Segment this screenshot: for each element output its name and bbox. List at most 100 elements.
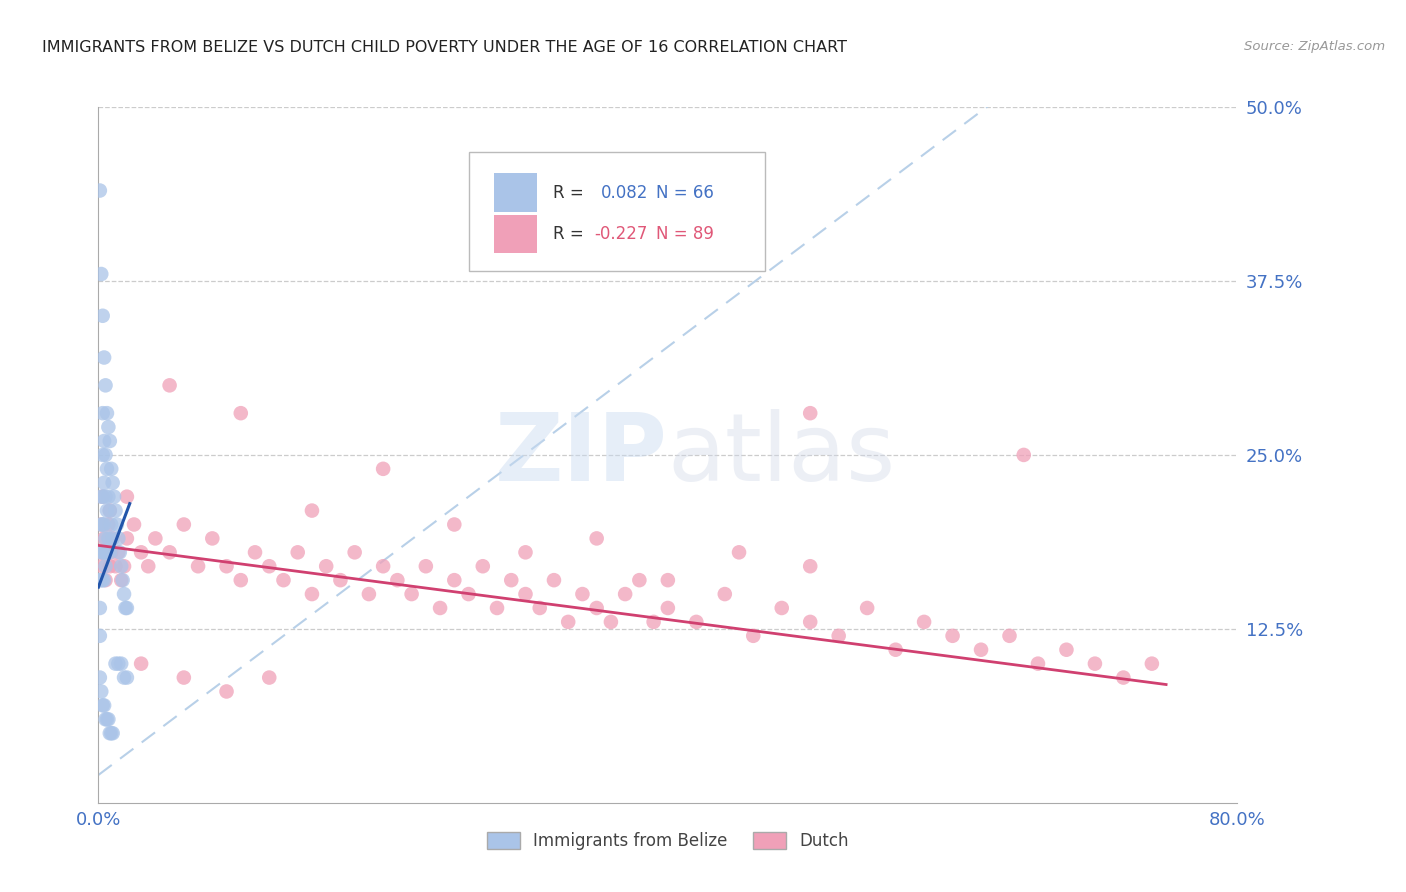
Point [93,475,115,490]
Point [112,587,135,601]
Point [91,559,114,574]
Point [112,559,135,574]
Point [1026,657,1049,671]
Point [110,657,132,671]
Point [94,532,117,546]
Point [107,545,129,559]
Point [96,545,118,559]
Point [643,615,665,629]
Point [94,448,117,462]
Point [273,573,295,587]
Point [112,671,135,685]
Point [173,517,195,532]
Point [89,671,111,685]
Text: -0.227: -0.227 [593,226,647,244]
Point [357,587,380,601]
Point [107,657,129,671]
Point [91,517,114,532]
Point [91,406,114,420]
Point [657,601,679,615]
Point [93,434,115,448]
Point [91,698,114,713]
Point [329,573,352,587]
Point [770,601,793,615]
Point [1056,642,1078,657]
Point [90,517,112,532]
Point [90,490,112,504]
Point [486,601,509,615]
Point [104,559,127,574]
Point [1112,671,1135,685]
Point [401,587,423,601]
Point [94,573,117,587]
Point [884,642,907,657]
Point [429,601,451,615]
Point [115,532,138,546]
Point [91,490,114,504]
Point [100,726,122,740]
Point [110,559,132,574]
Text: N = 66: N = 66 [657,184,714,202]
Point [108,545,131,559]
Point [229,406,252,420]
Point [97,712,120,726]
Point [90,545,112,559]
Point [799,559,821,574]
Point [799,615,821,629]
Point [600,615,623,629]
Point [229,573,252,587]
Point [728,545,751,559]
Point [443,517,465,532]
Point [201,532,224,546]
Point [111,573,134,587]
Point [98,545,121,559]
Point [187,559,209,574]
Point [115,601,138,615]
Point [89,601,111,615]
Text: ZIP: ZIP [495,409,668,501]
Point [215,684,238,698]
Point [93,698,115,713]
Point [96,462,118,476]
Point [96,545,118,559]
Point [104,503,127,517]
Point [93,573,115,587]
Point [94,490,117,504]
Point [443,573,465,587]
Point [91,309,114,323]
Point [1012,448,1035,462]
Point [122,517,145,532]
Point [942,629,965,643]
Point [89,545,111,559]
Point [90,573,112,587]
Point [912,615,935,629]
Point [89,573,111,587]
Point [159,545,181,559]
Point [173,671,195,685]
Text: R =: R = [553,184,589,202]
Point [89,184,111,198]
Point [105,517,128,532]
Point [93,517,115,532]
Legend: Immigrants from Belize, Dutch: Immigrants from Belize, Dutch [479,826,856,857]
Point [91,448,114,462]
Point [628,573,651,587]
Point [799,406,821,420]
Point [515,587,537,601]
Point [301,587,323,601]
Point [98,726,121,740]
Point [1140,657,1163,671]
Text: Source: ZipAtlas.com: Source: ZipAtlas.com [1244,40,1385,54]
Point [742,629,765,643]
Point [93,545,115,559]
Point [91,545,114,559]
Point [97,517,120,532]
Point [585,601,607,615]
Point [628,184,651,198]
Point [387,573,409,587]
Point [373,462,395,476]
Point [129,657,152,671]
Point [101,532,124,546]
Point [714,587,737,601]
Point [585,532,607,546]
